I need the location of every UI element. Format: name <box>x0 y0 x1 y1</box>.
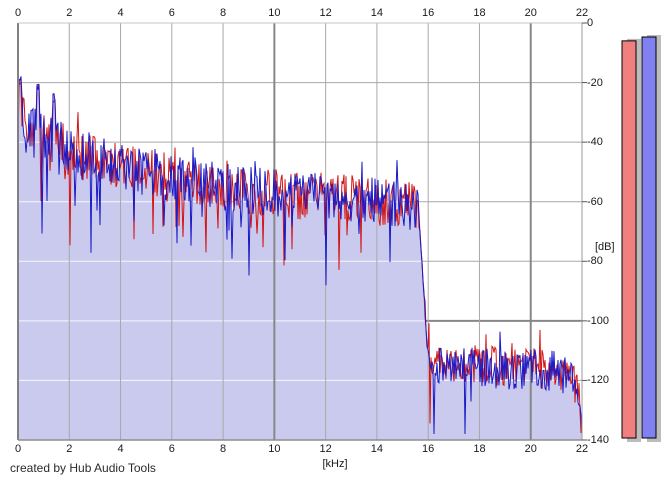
x-axis-bottom-tick-label: 14 <box>370 443 384 455</box>
x-axis-unit-label: [kHz] <box>322 458 348 470</box>
x-axis-top-tick-label: 12 <box>319 7 332 19</box>
meter-red-bar <box>621 40 637 439</box>
x-axis-bottom-tick-label: 8 <box>220 443 227 455</box>
x-axis-bottom-tick-label: 20 <box>524 443 537 455</box>
x-axis-bottom-tick-label: 0 <box>14 443 22 455</box>
x-axis-top-tick-label: 16 <box>422 7 435 19</box>
y-axis-tick-label: -40 <box>587 136 603 149</box>
y-axis-unit-label: [dB] <box>595 241 615 253</box>
y-axis-tick-label: -20 <box>587 76 603 89</box>
x-axis-top-tick-label: 22 <box>575 7 589 19</box>
x-axis-top-tick-label: 4 <box>117 7 124 19</box>
spectrum-trace-blue <box>17 76 583 435</box>
x-axis-top-tick-label: 14 <box>370 7 384 19</box>
y-axis-tick-label: -80 <box>587 255 603 268</box>
spectrum-trace-red <box>17 80 583 434</box>
x-axis-bottom-tick-label: 6 <box>168 443 175 455</box>
x-axis-top-tick-label: 2 <box>66 7 73 19</box>
y-axis-tick-label: -140 <box>587 434 610 446</box>
y-axis-tick-label: -60 <box>587 195 603 208</box>
x-axis-bottom-tick-label: 4 <box>117 443 124 455</box>
y-axis-tick-label: 0 <box>587 17 594 29</box>
meter-blue-bar <box>641 36 657 439</box>
x-axis-top-tick-label: 8 <box>220 7 227 19</box>
x-axis-bottom-tick-label: 22 <box>575 443 589 455</box>
x-axis-top-tick-label: 6 <box>168 7 175 19</box>
x-axis-top-tick-label: 18 <box>473 7 486 19</box>
x-axis-bottom-tick-label: 16 <box>422 443 435 455</box>
y-axis-tick-label: -120 <box>587 374 610 387</box>
x-axis-bottom-tick-label: 12 <box>319 443 332 455</box>
x-axis-top-tick-label: 10 <box>268 7 281 19</box>
x-axis-bottom-tick-label: 10 <box>268 443 281 455</box>
credit-text: created by Hub Audio Tools <box>10 461 156 475</box>
y-axis-tick-label: -100 <box>587 314 610 327</box>
x-axis-bottom-tick-label: 18 <box>473 443 486 455</box>
x-axis-top-tick-label: 20 <box>524 7 537 19</box>
x-axis-bottom-tick-label: 2 <box>66 443 73 455</box>
x-axis-top-tick-label: 0 <box>14 7 22 19</box>
